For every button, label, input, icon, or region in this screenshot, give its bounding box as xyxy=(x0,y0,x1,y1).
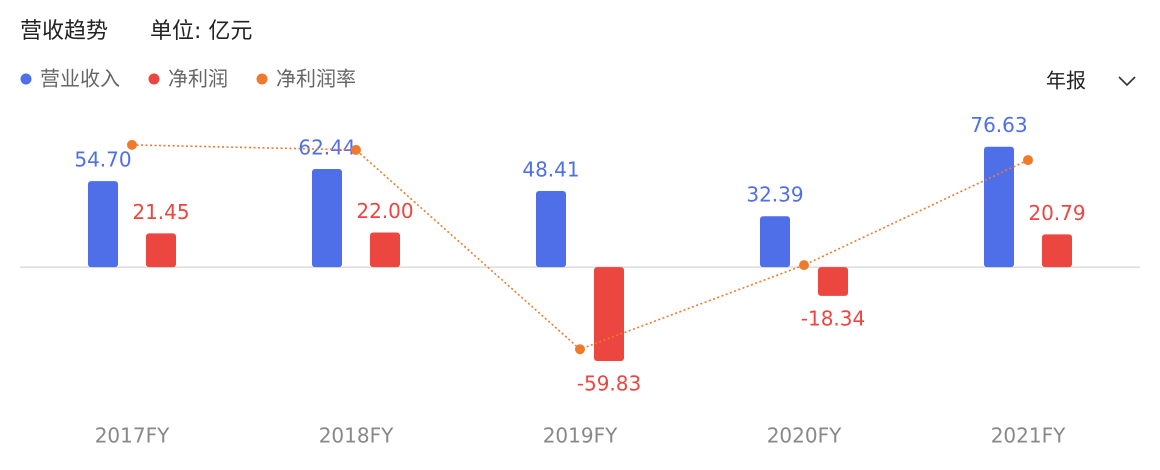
value-label: 48.41 xyxy=(522,158,579,182)
legend-marker xyxy=(256,73,268,85)
bar xyxy=(146,233,176,268)
bar xyxy=(370,232,400,268)
x-tick-label: 2017FY xyxy=(95,424,170,448)
period-label[interactable]: 年报 xyxy=(1046,69,1086,93)
value-label: 76.63 xyxy=(970,113,1027,137)
bar xyxy=(1042,234,1072,268)
value-label: 54.70 xyxy=(74,148,131,172)
x-tick-label: 2021FY xyxy=(991,424,1066,448)
bar xyxy=(594,267,624,362)
legend-marker xyxy=(148,73,160,85)
value-label: -59.83 xyxy=(577,372,641,396)
bar xyxy=(984,146,1014,268)
value-label: 21.45 xyxy=(132,200,189,224)
period-selector[interactable]: 年报 xyxy=(1046,69,1136,93)
value-label: 22.00 xyxy=(356,199,413,223)
x-tick-label: 2018FY xyxy=(319,424,394,448)
bar xyxy=(88,181,118,268)
chart-subtitle: 单位: 亿元 xyxy=(150,19,252,44)
margin-point xyxy=(799,260,809,271)
bar xyxy=(536,191,566,268)
legend-label: 净利润 xyxy=(168,67,228,91)
bar xyxy=(818,267,848,296)
chevron-icon[interactable] xyxy=(1118,76,1136,87)
bar xyxy=(312,168,342,268)
margin-point xyxy=(127,139,137,150)
x-tick-label: 2020FY xyxy=(767,424,842,448)
margin-point xyxy=(1023,155,1033,166)
margin-line xyxy=(131,144,1029,351)
legend-marker xyxy=(20,73,32,85)
chart-title: 营收趋势 xyxy=(20,19,108,44)
value-label: -18.34 xyxy=(801,306,865,330)
value-label: 20.79 xyxy=(1028,201,1085,225)
legend-label: 净利润率 xyxy=(276,67,356,91)
x-tick-label: 2019FY xyxy=(543,424,618,448)
margin-point xyxy=(351,144,361,155)
margin-point xyxy=(575,344,585,355)
value-label: 62.44 xyxy=(298,135,355,159)
legend-label: 营业收入 xyxy=(40,67,120,91)
bar xyxy=(760,216,790,268)
value-label: 32.39 xyxy=(746,183,803,207)
